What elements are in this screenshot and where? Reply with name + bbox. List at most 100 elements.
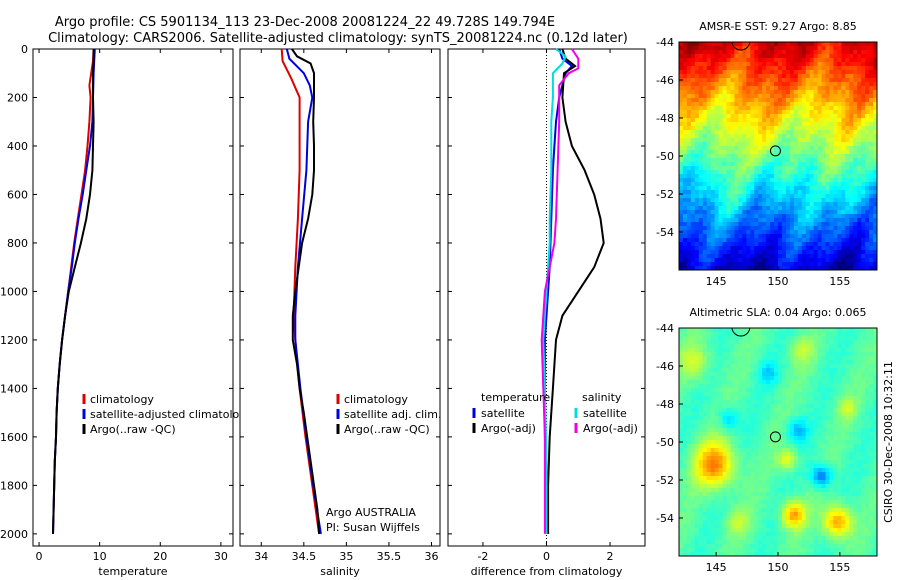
map-cell	[821, 368, 827, 373]
map-cell	[766, 352, 771, 357]
map-cell	[821, 78, 827, 83]
map-cell	[706, 202, 712, 207]
map-cell	[805, 114, 811, 119]
map-cell	[718, 380, 724, 385]
map-cell	[797, 372, 803, 377]
map-cell	[841, 202, 846, 207]
map-cell	[706, 396, 712, 401]
map-cell	[774, 102, 779, 107]
map-cell	[722, 416, 728, 421]
map-cell	[758, 170, 763, 175]
map-cell	[837, 118, 842, 123]
map-cell	[726, 452, 732, 457]
map-cell	[869, 218, 874, 223]
map-cell	[821, 480, 827, 485]
map-cell	[797, 94, 803, 99]
map-cell	[853, 420, 858, 425]
map-cell	[817, 178, 823, 183]
map-cell	[813, 222, 819, 227]
map-cell	[841, 206, 846, 211]
map-cell	[750, 368, 755, 373]
map-cell	[869, 336, 874, 341]
map-cell	[817, 46, 823, 51]
map-cell	[774, 42, 779, 47]
map-cell	[793, 242, 799, 247]
map-cell	[805, 376, 811, 381]
map-cell	[781, 420, 787, 425]
map-cell	[865, 194, 870, 199]
map-cell	[845, 222, 850, 227]
map-cell	[801, 122, 807, 127]
map-cell	[750, 78, 755, 83]
map-cell	[738, 384, 743, 389]
map-cell	[817, 360, 823, 365]
map-cell	[789, 74, 795, 79]
map-cell	[809, 432, 815, 437]
map-cell	[750, 62, 755, 67]
map-cell	[694, 66, 700, 71]
map-cell	[690, 388, 696, 393]
map-cell	[710, 130, 716, 135]
map-cell	[679, 106, 684, 111]
map-cell	[690, 42, 696, 47]
map-cell	[801, 146, 807, 151]
map-cell	[718, 74, 724, 79]
map-cell	[849, 42, 854, 47]
map-cell	[805, 452, 811, 457]
map-cell	[841, 166, 846, 171]
map-cell	[774, 90, 779, 95]
map-cell	[813, 400, 819, 405]
map-cell	[722, 352, 728, 357]
map-cell	[817, 238, 823, 243]
map-cell	[742, 416, 747, 421]
map-cell	[774, 262, 779, 267]
map-cell	[754, 62, 759, 67]
map-cell	[690, 54, 696, 59]
map-cell	[714, 122, 720, 127]
map-cell	[809, 130, 815, 135]
map-cell	[825, 344, 831, 349]
map-cell	[781, 58, 787, 63]
map-cell	[873, 126, 877, 131]
map-cell	[738, 174, 743, 179]
map-cell	[718, 50, 724, 55]
map-cell	[710, 476, 716, 481]
map-cell	[849, 408, 854, 413]
map-cell	[710, 376, 716, 381]
map-cell	[758, 396, 763, 401]
map-cell	[754, 400, 759, 405]
map-cell	[714, 404, 720, 409]
map-cell	[738, 118, 743, 123]
map-cell	[718, 258, 724, 263]
map-cell	[789, 242, 795, 247]
map-cell	[805, 86, 811, 91]
map-cell	[770, 250, 775, 255]
map-cell	[849, 328, 854, 333]
map-cell	[853, 460, 858, 465]
map-cell	[682, 198, 688, 203]
map-cell	[873, 452, 877, 457]
map-cell	[710, 162, 716, 167]
map-cell	[766, 242, 771, 247]
map-cell	[738, 182, 743, 187]
map-cell	[778, 42, 783, 47]
map-cell	[857, 150, 862, 155]
map-cell	[825, 258, 831, 263]
map-cell	[750, 344, 755, 349]
map-cell	[813, 86, 819, 91]
map-cell	[742, 476, 747, 481]
map-cell	[873, 122, 877, 127]
map-cell	[702, 86, 708, 91]
map-cell	[789, 472, 795, 477]
map-cell	[734, 384, 739, 389]
map-cell	[829, 400, 835, 405]
map-cell	[746, 182, 751, 187]
map-cell	[686, 262, 692, 267]
map-cell	[861, 242, 866, 247]
map-cell	[766, 258, 771, 263]
map-cell	[742, 428, 747, 433]
map-cell	[781, 110, 787, 115]
map-cell	[730, 444, 736, 449]
map-cell	[865, 138, 870, 143]
map-cell	[762, 170, 767, 175]
